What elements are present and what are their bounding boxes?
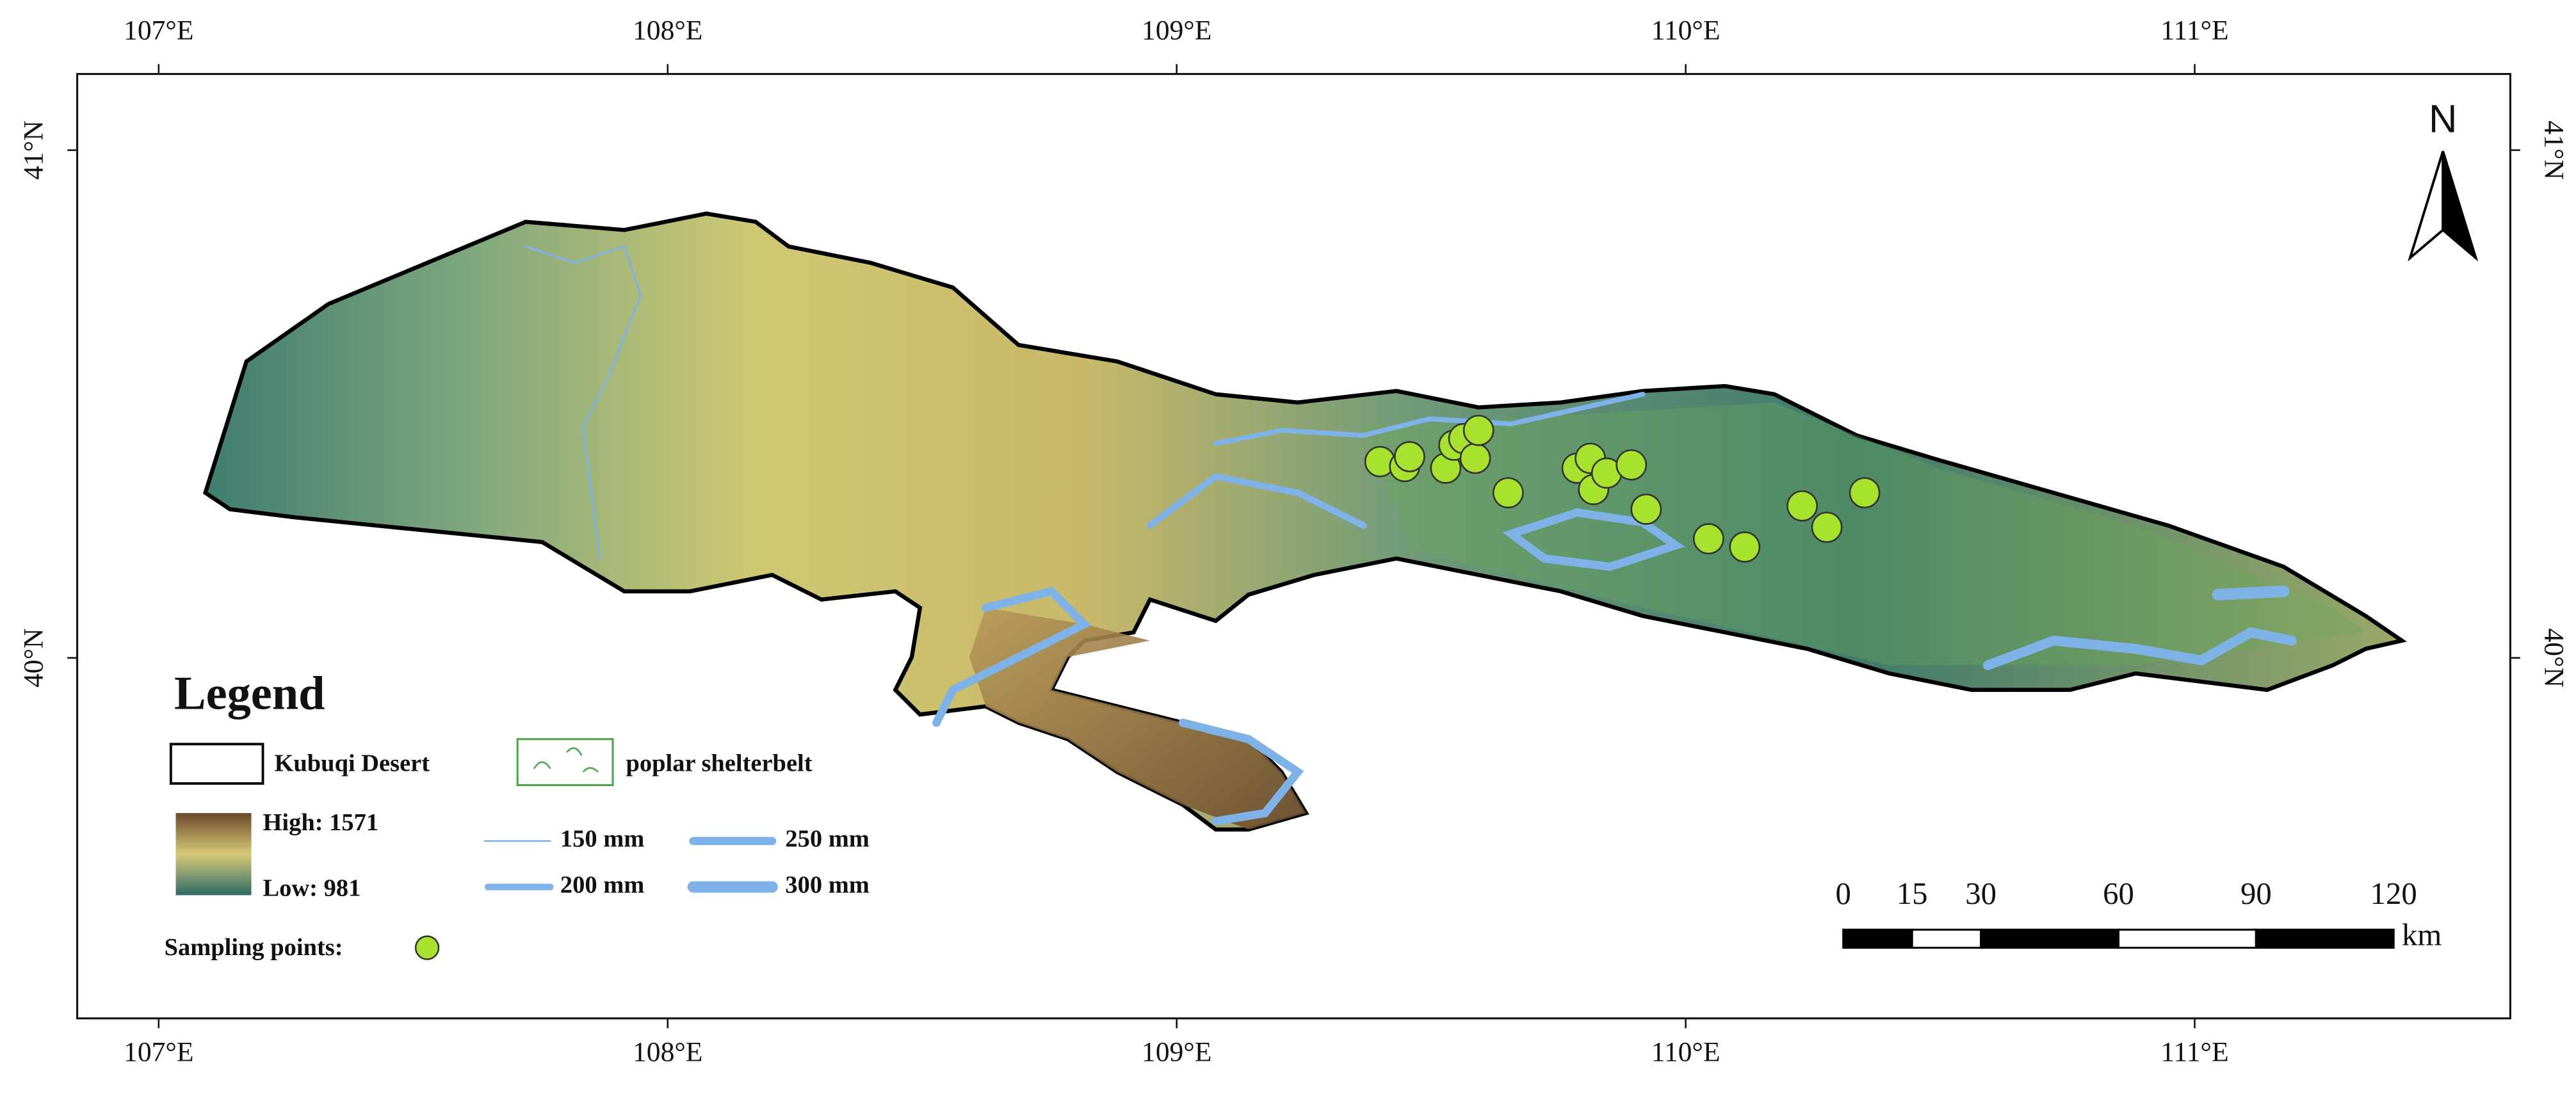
lon-label: 108°E (633, 15, 703, 45)
scale-segment (1980, 928, 2119, 949)
legend-shelterbelt: poplar shelterbelt (626, 750, 813, 777)
lon-label: 109°E (1142, 15, 1212, 45)
scale-unit: km (2402, 917, 2442, 952)
lon-label: 110°E (1651, 15, 1721, 45)
lon-label: 109°E (1142, 1036, 1212, 1067)
desert (202, 211, 2407, 832)
lat-label: 41°N (2538, 120, 2569, 180)
legend-isohyet: 250 mm (785, 826, 869, 853)
lon-label: 111°E (2160, 1036, 2228, 1067)
north-label: N (2429, 97, 2457, 141)
lon-label: 111°E (2160, 15, 2228, 45)
legend-low: Low: 981 (263, 875, 361, 902)
scale-label: 60 (2103, 876, 2134, 911)
legend-title: Legend (174, 668, 325, 720)
lat-label: 40°N (2538, 628, 2569, 688)
legend-isohyet: 150 mm (560, 826, 644, 853)
scale-label: 120 (2370, 876, 2417, 911)
legend-sampling: Sampling points: (165, 934, 343, 961)
lon-label: 107°E (124, 1036, 194, 1067)
scale-segment (1842, 928, 1913, 949)
lat-label: 41°N (18, 120, 49, 180)
lon-label: 108°E (633, 1036, 703, 1067)
north-arrow: N (2408, 97, 2479, 262)
scale-label: 0 (1836, 876, 1851, 911)
scale-label: 90 (2240, 876, 2272, 911)
legend-isohyet: 200 mm (560, 871, 644, 898)
scale-label: 30 (1965, 876, 1997, 911)
scale-segment (2255, 928, 2395, 949)
lon-label: 107°E (124, 15, 194, 45)
scale-label: 15 (1897, 876, 1928, 911)
legend-isohyet: 300 mm (785, 871, 869, 898)
lat-label: 40°N (18, 628, 49, 688)
scale-segment (1911, 928, 1982, 949)
legend-high: High: 1571 (263, 809, 379, 836)
legend: Legend Kubuqi Desert poplar shelterbelt … (165, 668, 870, 961)
legend-boundary: Kubuqi Desert (274, 750, 430, 777)
lon-label: 110°E (1651, 1036, 1721, 1067)
scale-segment (2117, 928, 2257, 949)
sampling-points (1364, 414, 1881, 563)
